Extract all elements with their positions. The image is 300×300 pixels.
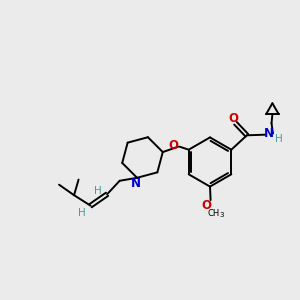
Text: CH: CH [208, 209, 220, 218]
Text: N: N [130, 177, 141, 190]
Text: H: H [275, 134, 283, 144]
Text: O: O [228, 112, 239, 125]
Text: O: O [169, 139, 179, 152]
Text: O: O [201, 199, 212, 212]
Text: H: H [78, 208, 86, 218]
Text: H: H [94, 186, 102, 196]
Text: 3: 3 [220, 212, 224, 218]
Text: N: N [264, 127, 274, 140]
